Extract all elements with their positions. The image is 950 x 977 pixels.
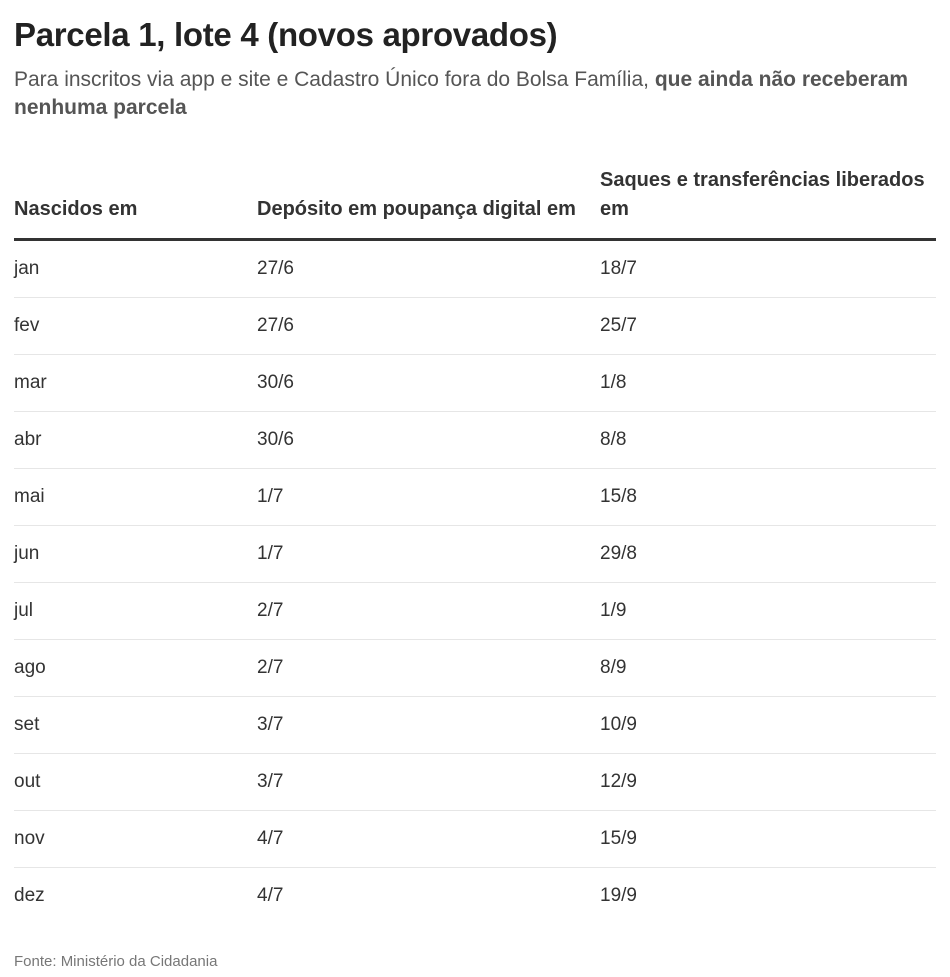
subtitle-text: Para inscritos via app e site e Cadastro… bbox=[14, 68, 655, 91]
month-cell: mar bbox=[14, 354, 257, 412]
deposit-cell: 27/6 bbox=[257, 297, 600, 355]
month-cell: jun bbox=[14, 525, 257, 583]
withdrawal-cell: 18/7 bbox=[600, 239, 936, 298]
table-row: fev 27/6 25/7 bbox=[14, 297, 936, 355]
table-row: abr 30/6 8/8 bbox=[14, 411, 936, 469]
schedule-table: Nascidos em Depósito em poupança digital… bbox=[14, 166, 936, 924]
withdrawal-cell: 15/9 bbox=[600, 810, 936, 868]
withdrawal-cell: 25/7 bbox=[600, 297, 936, 355]
subtitle-emphasis: que ainda não receberam nenhuma parcela bbox=[14, 68, 909, 119]
table-row: out 3/7 12/9 bbox=[14, 753, 936, 811]
deposit-cell: 1/7 bbox=[257, 468, 600, 526]
month-cell: set bbox=[14, 696, 257, 754]
deposit-cell: 30/6 bbox=[257, 354, 600, 412]
deposit-cell: 30/6 bbox=[257, 411, 600, 469]
table-row: nov 4/7 15/9 bbox=[14, 810, 936, 868]
page-title: Parcela 1, lote 4 (novos aprovados) bbox=[14, 16, 558, 53]
deposit-cell: 4/7 bbox=[257, 810, 600, 868]
month-cell: dez bbox=[14, 885, 45, 906]
month-cell: mai bbox=[14, 468, 257, 526]
withdrawal-cell: 10/9 bbox=[600, 696, 936, 754]
article-graphic: Parcela 1, lote 4 (novos aprovados) Para… bbox=[14, 0, 936, 924]
month-cell: abr bbox=[14, 411, 257, 469]
withdrawal-cell: 8/8 bbox=[600, 411, 936, 469]
header-withdrawal-date: Saques e transferências liberados em bbox=[600, 166, 936, 241]
header-deposit-date: Depósito em poupança digital em bbox=[257, 166, 600, 241]
withdrawal-cell: 12/9 bbox=[600, 753, 936, 811]
table-row: jul 2/7 1/9 bbox=[14, 582, 936, 640]
table-row: set 3/7 10/9 bbox=[14, 696, 936, 754]
deposit-cell: 2/7 bbox=[257, 582, 600, 640]
month-cell: jul bbox=[14, 582, 257, 640]
withdrawal-cell: 1/9 bbox=[600, 582, 936, 640]
month-cell: ago bbox=[14, 639, 257, 697]
deposit-cell: 3/7 bbox=[257, 696, 600, 754]
month-cell: fev bbox=[14, 297, 257, 355]
withdrawal-cell: 8/9 bbox=[600, 639, 936, 697]
header-born-in: Nascidos em bbox=[14, 166, 257, 241]
month-cell: out bbox=[14, 753, 257, 811]
table-row: jun 1/7 29/8 bbox=[14, 525, 936, 583]
month-cell: jan bbox=[14, 239, 257, 298]
withdrawal-cell: 1/8 bbox=[600, 354, 936, 412]
table-row: mar 30/6 1/8 bbox=[14, 354, 936, 412]
deposit-cell: 27/6 bbox=[257, 239, 600, 298]
withdrawal-cell: 29/8 bbox=[600, 525, 936, 583]
table-row: dez 4/7 19/9 bbox=[14, 868, 936, 925]
deposit-cell: 3/7 bbox=[257, 753, 600, 811]
subtitle: Para inscritos via app e site e Cadastro… bbox=[14, 66, 936, 122]
source-note: Fonte: Ministério da Cidadania bbox=[14, 953, 218, 970]
withdrawal-cell: 15/8 bbox=[600, 468, 936, 526]
month-cell: nov bbox=[14, 810, 257, 868]
table-header-row: Nascidos em Depósito em poupança digital… bbox=[14, 166, 936, 241]
table-row: mai 1/7 15/8 bbox=[14, 468, 936, 526]
deposit-cell: 2/7 bbox=[257, 639, 600, 697]
deposit-cell: 4/7 bbox=[257, 885, 284, 906]
deposit-cell: 1/7 bbox=[257, 525, 600, 583]
withdrawal-cell: 19/9 bbox=[600, 885, 637, 906]
table-row: jan 27/6 18/7 bbox=[14, 239, 936, 298]
table-row: ago 2/7 8/9 bbox=[14, 639, 936, 697]
